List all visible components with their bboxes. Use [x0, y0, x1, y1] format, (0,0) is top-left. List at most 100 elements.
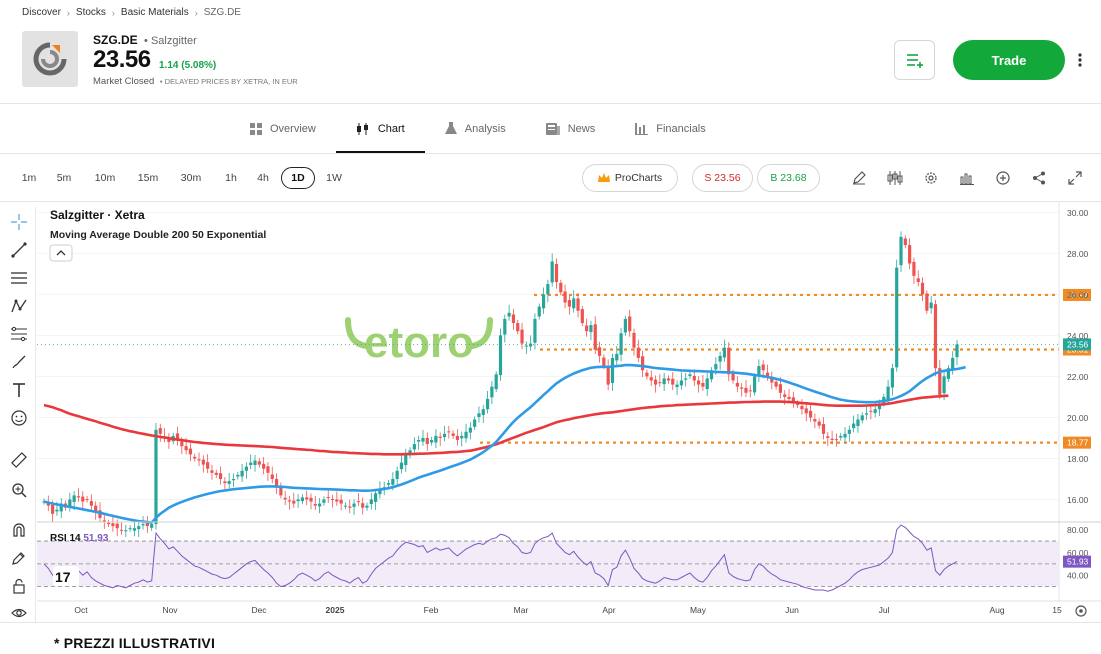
add-to-watchlist-button[interactable]: [894, 40, 935, 80]
candle-body: [434, 435, 438, 443]
text-tool-icon[interactable]: [9, 380, 29, 400]
candle-body: [731, 372, 735, 381]
timeframe-10m-button[interactable]: 10m: [94, 172, 116, 184]
timeframe-15m-button[interactable]: 15m: [137, 172, 159, 184]
tab-financials[interactable]: Financials: [615, 104, 726, 153]
candle: [223, 477, 227, 492]
collapse-legend-button[interactable]: [49, 244, 73, 262]
candle-body: [576, 298, 580, 311]
candle-body: [697, 380, 701, 385]
horizontal-lines-icon[interactable]: [9, 268, 29, 288]
x-tick-label: Oct: [74, 605, 88, 615]
zoom-in-icon[interactable]: [9, 480, 29, 500]
candle: [425, 432, 429, 451]
candle-body: [287, 500, 292, 502]
emoji-icon[interactable]: [9, 408, 29, 428]
prochart-button[interactable]: ProCharts: [582, 164, 678, 192]
candle-body: [800, 405, 804, 410]
candle-body: [783, 394, 787, 397]
candle-body: [679, 380, 683, 386]
x-tick-label: Feb: [424, 605, 439, 615]
toolbar-divider: [0, 201, 1101, 202]
breadcrumb-basic-materials[interactable]: Basic Materials: [120, 7, 189, 18]
timeframe-4h-button[interactable]: 4h: [257, 172, 269, 184]
candle: [722, 339, 727, 362]
timeframe-1h-button[interactable]: 1h: [225, 172, 237, 184]
breadcrumb-discover[interactable]: Discover: [22, 7, 61, 18]
more-options-icon[interactable]: [1074, 48, 1086, 72]
timeframe-30m-button[interactable]: 30m: [180, 172, 202, 184]
candle: [580, 306, 584, 327]
candle-body: [352, 503, 356, 507]
candle-body: [925, 293, 929, 311]
candle: [447, 425, 451, 439]
rsi-label: RSI 14 51.93: [50, 533, 109, 544]
sell-price-button[interactable]: S 23.56: [692, 164, 753, 192]
prochart-label: ProCharts: [614, 172, 663, 184]
candle: [572, 290, 576, 313]
candle-body: [154, 429, 158, 525]
level-price-label: 25.97: [1067, 290, 1089, 300]
drawing-pen-lock-icon[interactable]: [9, 548, 29, 568]
candle-body: [752, 376, 757, 393]
candle-body: [313, 503, 317, 506]
candle-body: [533, 318, 537, 343]
ruler-icon[interactable]: [9, 450, 29, 470]
candle-body: [231, 478, 236, 481]
tab-overview[interactable]: Overview: [230, 104, 336, 153]
candle-body: [709, 370, 714, 380]
breadcrumb-stocks[interactable]: Stocks: [75, 7, 106, 18]
candle-body: [908, 245, 912, 264]
pattern-icon[interactable]: [9, 296, 29, 316]
share-icon[interactable]: [1030, 169, 1048, 187]
candle-body: [72, 495, 76, 502]
timeframe-1w-button[interactable]: 1W: [326, 172, 342, 184]
candle-body: [615, 353, 619, 361]
trend-line-icon[interactable]: [9, 240, 29, 260]
draw-pencil-icon[interactable]: [850, 169, 868, 187]
candle: [869, 406, 873, 420]
timeframe-1m-button[interactable]: 1m: [21, 172, 37, 184]
timeframe-5m-button[interactable]: 5m: [56, 172, 72, 184]
tab-chart[interactable]: Chart: [335, 104, 425, 153]
eye-icon[interactable]: [9, 603, 29, 623]
tab-analysis[interactable]: Analysis: [425, 104, 526, 153]
tab-news[interactable]: News: [526, 104, 616, 153]
trade-button[interactable]: Trade: [953, 40, 1065, 80]
candle-body: [137, 526, 141, 530]
candle-body: [326, 497, 330, 499]
brush-icon[interactable]: [9, 352, 29, 372]
magnet-icon[interactable]: [9, 520, 29, 540]
candle-body: [464, 431, 468, 439]
fullscreen-icon[interactable]: [1066, 169, 1084, 187]
compare-add-icon[interactable]: [994, 169, 1012, 187]
candle-body: [106, 522, 111, 525]
candle: [68, 492, 72, 512]
time-axis-settings-icon[interactable]: [1075, 605, 1087, 617]
candle: [257, 458, 261, 468]
buy-price-button[interactable]: B 23.68: [757, 164, 820, 192]
candle: [197, 452, 201, 467]
candle-body: [757, 366, 761, 377]
fib-levels-icon[interactable]: [9, 324, 29, 344]
settings-icon[interactable]: [922, 169, 940, 187]
x-tick-label: Aug: [989, 605, 1004, 615]
crosshair-icon[interactable]: [9, 212, 29, 232]
candle-body: [412, 444, 416, 450]
candle: [520, 322, 524, 350]
candle-body: [262, 463, 266, 469]
candle: [175, 426, 180, 446]
candle: [76, 488, 81, 502]
candle-body: [662, 378, 666, 385]
y-tick-label: 30.00: [1067, 208, 1089, 218]
candle-body: [830, 438, 834, 440]
candle-body: [765, 372, 770, 377]
candles-type-icon[interactable]: [886, 169, 904, 187]
candle-body: [193, 456, 197, 459]
candle: [343, 502, 348, 510]
candle-body: [145, 521, 149, 527]
indicators-icon[interactable]: [958, 169, 976, 187]
timeframe-1d-button[interactable]: 1D: [281, 167, 315, 189]
lock-icon[interactable]: [9, 576, 29, 596]
